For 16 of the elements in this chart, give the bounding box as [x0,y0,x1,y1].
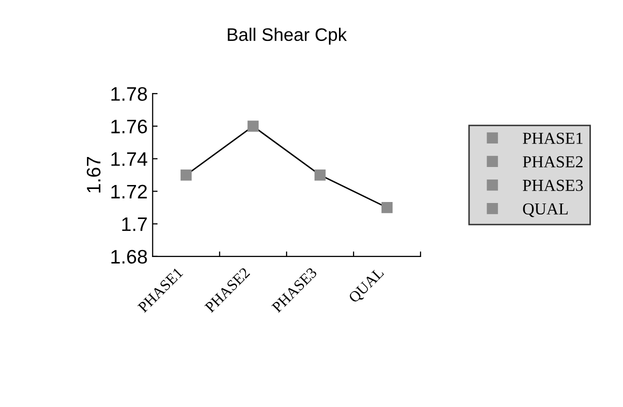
chart-title: Ball Shear Cpk [228,28,347,45]
point [381,202,393,214]
point [180,169,192,181]
y-tick-label: 1.76 [111,120,147,134]
y-tick-label: 1.7 [122,218,147,231]
y-axis-title: 1.67 [86,157,101,192]
legend-label: PHASE1 [522,132,582,144]
point [314,169,326,181]
y-tick-label: 1.68 [111,250,147,264]
legend-label: PHASE2 [522,156,583,168]
legend-label: QUAL [523,203,568,218]
y-tick-label: 1.78 [111,87,147,101]
y-tick-label: 1.74 [111,152,148,166]
y-tick-label: 1.72 [111,184,147,198]
point [248,120,259,132]
legend-label: PHASE3 [522,180,583,192]
